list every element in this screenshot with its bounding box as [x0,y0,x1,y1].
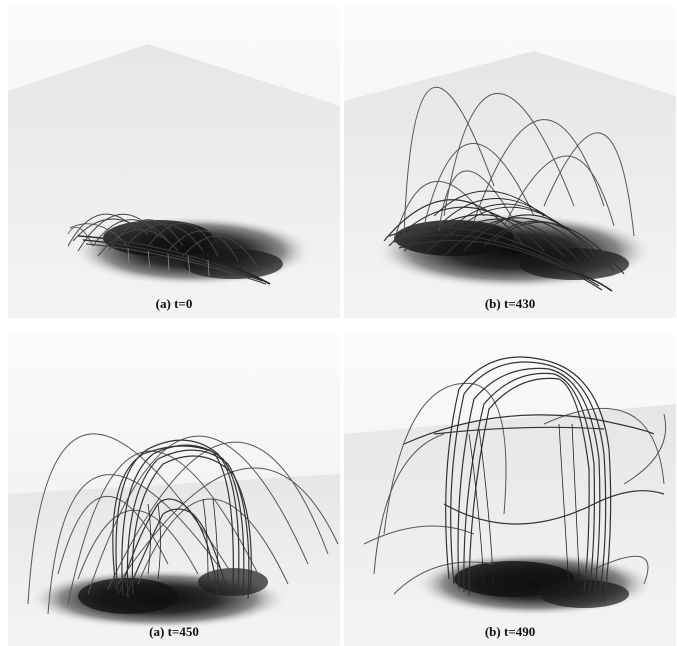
panel-t450: (a) t=450 [8,334,340,646]
panel-caption: (a) t=450 [149,624,199,639]
fieldline-render-t450 [8,334,340,646]
panel-t490: (b) t=490 [344,334,676,646]
panel-caption: (b) t=490 [484,624,536,639]
fieldline-render-t430 [344,6,676,318]
panel-t430: (b) t=430 [344,6,676,318]
fieldline-render-t0 [8,6,340,318]
panel-caption: (a) t=0 [155,296,193,311]
panel-t0: (a) t=0 [8,6,340,318]
fieldline-render-t490 [344,334,676,646]
panel-caption: (b) t=430 [484,296,536,311]
